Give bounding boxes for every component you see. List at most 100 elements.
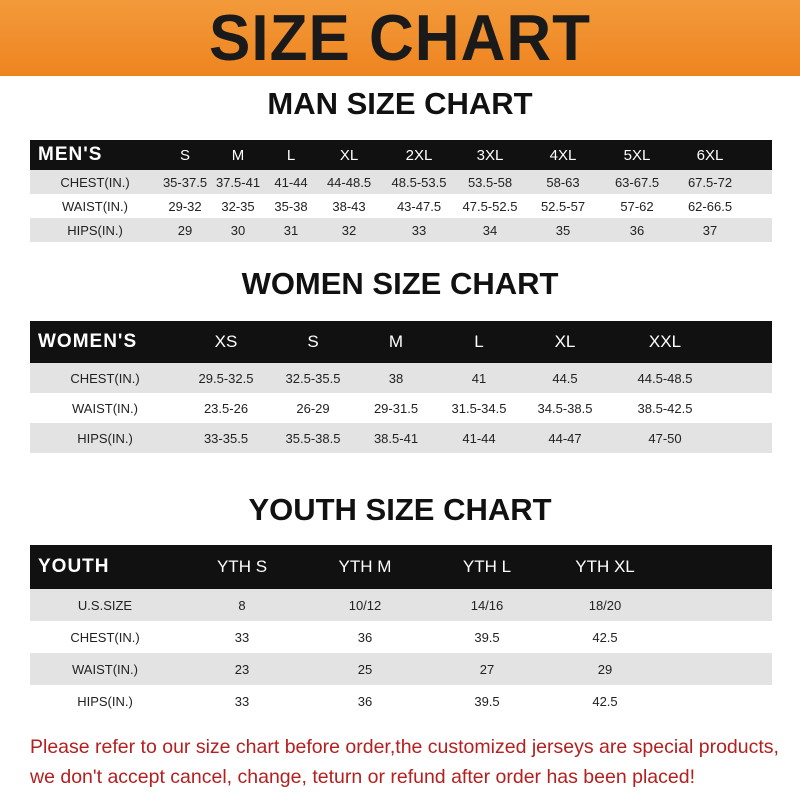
table-cell: 35 bbox=[555, 222, 571, 238]
size-header: XL bbox=[554, 332, 576, 351]
size-header: 4XL bbox=[549, 146, 577, 164]
row-label: HIPS(IN.) bbox=[77, 693, 133, 709]
table-cell: 63-67.5 bbox=[614, 174, 660, 190]
size-header: M bbox=[388, 332, 404, 351]
table-cell: 38-43 bbox=[332, 198, 366, 214]
table-cell: 29-31.5 bbox=[373, 400, 419, 416]
table-cell: 23.5-26 bbox=[203, 400, 249, 416]
table-header-row: YOUTH YTH S YTH M YTH L YTH XL bbox=[30, 545, 772, 589]
youth-section-title: YOUTH SIZE CHART bbox=[248, 492, 552, 527]
table-row: CHEST(IN.) 35-37.5 37.5-41 41-44 44-48.5 48.5… bbox=[30, 170, 772, 194]
table-row: CHEST(IN.) 29.5-32.5 32.5-35.5 38 41 44.5 44.5… bbox=[30, 363, 772, 393]
size-header: XS bbox=[214, 332, 238, 351]
table-cell: 35.5-38.5 bbox=[285, 430, 341, 446]
table-cell: 35-37.5 bbox=[162, 174, 208, 190]
table-cell: 33-35.5 bbox=[203, 430, 249, 446]
size-header: L bbox=[474, 332, 484, 351]
table-cell: 43-47.5 bbox=[396, 198, 442, 214]
table-cell: 33 bbox=[411, 222, 427, 238]
table-cell: 30 bbox=[230, 222, 246, 238]
table-cell: 10/12 bbox=[348, 597, 382, 613]
table-cell: 33 bbox=[234, 629, 250, 645]
table-row: HIPS(IN.) 33-35.5 35.5-38.5 38.5-41 41-44 44-… bbox=[30, 423, 772, 453]
table-header-row: WOMEN'S XS S M L XL XXL bbox=[30, 321, 772, 363]
table-cell: 32-35 bbox=[221, 198, 255, 214]
table-cell: 58-63 bbox=[546, 174, 580, 190]
table-cell: 26-29 bbox=[296, 400, 330, 416]
size-header: YTH L bbox=[462, 557, 512, 576]
table-cell: 67.5-72 bbox=[687, 174, 733, 190]
table-cell: 39.5 bbox=[474, 629, 500, 645]
size-header: L bbox=[286, 146, 296, 164]
size-header: 5XL bbox=[623, 146, 651, 164]
size-header: M bbox=[231, 146, 245, 164]
table-cell: 47.5-52.5 bbox=[462, 198, 518, 214]
table-cell: 23 bbox=[234, 661, 250, 677]
table-cell: 38.5-41 bbox=[373, 430, 419, 446]
size-header: 6XL bbox=[696, 146, 724, 164]
row-label: U.S.SIZE bbox=[77, 597, 133, 613]
table-cell: 25 bbox=[357, 661, 373, 677]
table-cell: 36 bbox=[629, 222, 645, 238]
table-cell: 38.5-42.5 bbox=[637, 400, 693, 416]
size-header: S bbox=[179, 146, 190, 164]
table-header-label: WOMEN'S bbox=[38, 331, 138, 352]
page-title: SIZE CHART bbox=[209, 1, 591, 75]
size-header: YTH S bbox=[216, 557, 268, 576]
table-cell: 42.5 bbox=[592, 693, 618, 709]
table-cell: 32.5-35.5 bbox=[285, 370, 341, 386]
order-notice: Please refer to our size chart before or… bbox=[30, 732, 790, 792]
men-section-title: MAN SIZE CHART bbox=[267, 86, 533, 121]
table-row: WAIST(IN.) 23 25 27 29 bbox=[30, 653, 772, 685]
table-cell: 8 bbox=[238, 597, 246, 613]
women-section-title: WOMEN SIZE CHART bbox=[241, 266, 559, 301]
table-cell: 52.5-57 bbox=[540, 198, 586, 214]
table-cell: 36 bbox=[357, 629, 373, 645]
row-label: WAIST(IN.) bbox=[62, 198, 128, 214]
table-cell: 35-38 bbox=[274, 198, 308, 214]
table-cell: 29 bbox=[177, 222, 193, 238]
table-header-label: YOUTH bbox=[38, 556, 110, 577]
table-cell: 31 bbox=[283, 222, 299, 238]
table-header-row: MEN'S S M L XL 2XL 3XL 4XL 5XL 6XL bbox=[30, 140, 772, 170]
table-row: HIPS(IN.) 33 36 39.5 42.5 bbox=[30, 685, 772, 717]
table-cell: 34.5-38.5 bbox=[537, 400, 593, 416]
size-header: 3XL bbox=[476, 146, 504, 164]
order-notice-line-1: Please refer to our size chart before or… bbox=[30, 736, 779, 758]
row-label: HIPS(IN.) bbox=[67, 222, 123, 238]
table-cell: 14/16 bbox=[470, 597, 504, 613]
men-size-table: MEN'S S M L XL 2XL 3XL 4XL 5XL 6XL CHEST(IN.) 35-37… bbox=[30, 140, 772, 242]
table-cell: 42.5 bbox=[592, 629, 618, 645]
table-cell: 34 bbox=[482, 222, 498, 238]
table-cell: 32 bbox=[341, 222, 357, 238]
table-row: CHEST(IN.) 33 36 39.5 42.5 bbox=[30, 621, 772, 653]
row-label: CHEST(IN.) bbox=[70, 629, 140, 645]
table-cell: 31.5-34.5 bbox=[451, 400, 507, 416]
table-cell: 44-48.5 bbox=[326, 174, 372, 190]
table-cell: 33 bbox=[234, 693, 250, 709]
table-cell: 41-44 bbox=[462, 430, 496, 446]
table-cell: 62-66.5 bbox=[687, 198, 733, 214]
table-cell: 37.5-41 bbox=[215, 174, 261, 190]
table-cell: 44-47 bbox=[548, 430, 582, 446]
title-banner: SIZE CHART bbox=[0, 0, 800, 76]
table-cell: 38 bbox=[388, 370, 404, 386]
row-label: HIPS(IN.) bbox=[77, 430, 133, 446]
order-notice-line-2: we don't accept cancel, change, teturn o… bbox=[30, 766, 695, 788]
table-cell: 27 bbox=[479, 661, 495, 677]
table-cell: 57-62 bbox=[620, 198, 654, 214]
table-cell: 37 bbox=[702, 222, 718, 238]
size-header: S bbox=[307, 332, 319, 351]
table-cell: 29 bbox=[597, 661, 613, 677]
table-cell: 48.5-53.5 bbox=[391, 174, 447, 190]
table-cell: 47-50 bbox=[648, 430, 682, 446]
women-size-table: WOMEN'S XS S M L XL XXL CHEST(IN.) 29.5-32.5 32.5… bbox=[30, 321, 772, 453]
size-header: 2XL bbox=[405, 146, 433, 164]
table-cell: 39.5 bbox=[474, 693, 500, 709]
row-label: CHEST(IN.) bbox=[70, 370, 140, 386]
row-label: CHEST(IN.) bbox=[60, 174, 130, 190]
youth-size-table: YOUTH YTH S YTH M YTH L YTH XL U.S.SIZE 8 10/12… bbox=[30, 545, 772, 717]
table-header-label: MEN'S bbox=[38, 144, 103, 165]
table-cell: 44.5-48.5 bbox=[637, 370, 693, 386]
size-header: XXL bbox=[648, 332, 682, 351]
